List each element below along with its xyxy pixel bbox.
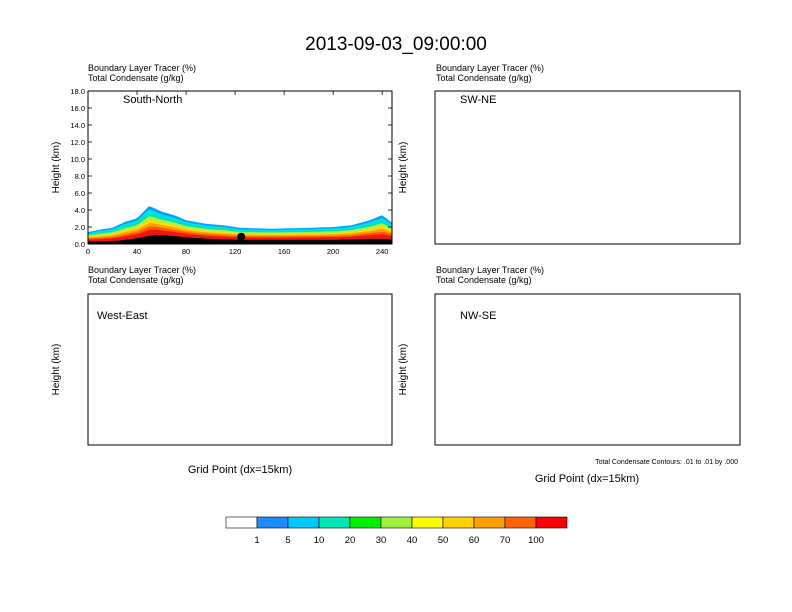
panel-header-line2: Total Condensate (g/kg) <box>436 275 532 285</box>
x-axis-label: Grid Point (dx=15km) <box>188 464 292 476</box>
colorbar-label: 20 <box>345 535 356 546</box>
colorbar-box <box>287 516 320 529</box>
colorbar-label: 40 <box>407 535 418 546</box>
panel-header-line1: Boundary Layer Tracer (%) <box>436 63 544 73</box>
x-tick-label: 80 <box>182 247 190 256</box>
colorbar-box <box>318 516 351 529</box>
plot-frame <box>87 293 393 446</box>
y-tick-label: 6.0 <box>75 189 85 198</box>
colorbar-label: 1 <box>254 535 259 546</box>
colorbar: 1 5 10 20 30 40 50 60 70 100 <box>225 516 568 546</box>
panel-header-line1: Boundary Layer Tracer (%) <box>436 265 544 275</box>
colorbar-box <box>535 516 568 529</box>
plot-frame <box>434 293 741 446</box>
y-axis-label: Height (km) <box>398 142 409 194</box>
colorbar-label: 70 <box>500 535 511 546</box>
tracer-band-7 <box>88 229 392 242</box>
footnote: Total Condensate Contours: .01 to .01 by… <box>595 459 738 466</box>
colorbar-label: 5 <box>285 535 290 546</box>
y-tick-label: 18.0 <box>70 87 85 96</box>
terrain <box>88 234 392 244</box>
y-tick-label: 4.0 <box>75 206 85 215</box>
panel-sw-ne: Boundary Layer Tracer (%) Total Condensa… <box>398 63 741 245</box>
panel-header-line2: Total Condensate (g/kg) <box>88 275 184 285</box>
colorbar-box <box>380 516 413 529</box>
colorbar-label: 10 <box>314 535 325 546</box>
plot-frame <box>87 90 393 245</box>
panel-label: West-East <box>97 310 148 322</box>
x-tick-label: 120 <box>229 247 242 256</box>
colorbar-box <box>473 516 506 529</box>
y-tick-label: 14.0 <box>70 121 85 130</box>
colorbar-boxes <box>225 516 568 529</box>
x-axis-label: Grid Point (dx=15km) <box>535 473 639 485</box>
x-ticks: 0 40 80 120 160 200 240 <box>86 91 389 256</box>
y-axis-label: Height (km) <box>51 142 62 194</box>
y-tick-label: 8.0 <box>75 172 85 181</box>
panel-west-east: Boundary Layer Tracer (%) Total Condensa… <box>51 265 393 476</box>
panel-header-line2: Total Condensate (g/kg) <box>88 73 184 83</box>
y-axis-label: Height (km) <box>398 344 409 396</box>
colorbar-box <box>256 516 289 529</box>
panel-header-line1: Boundary Layer Tracer (%) <box>88 63 196 73</box>
colorbar-label: 100 <box>528 535 544 546</box>
x-tick-label: 160 <box>278 247 291 256</box>
panel-nw-se: Boundary Layer Tracer (%) Total Condensa… <box>398 265 741 485</box>
y-tick-label: 2.0 <box>75 223 85 232</box>
y-axis-label: Height (km) <box>51 344 62 396</box>
colorbar-box <box>442 516 475 529</box>
y-tick-label: 16.0 <box>70 104 85 113</box>
y-tick-label: 12.0 <box>70 138 85 147</box>
x-tick-label: 240 <box>376 247 389 256</box>
panel-south-north: Boundary Layer Tracer (%) Total Condensa… <box>51 63 393 256</box>
reference-point-marker <box>237 232 246 241</box>
y-tick-label: 10.0 <box>70 155 85 164</box>
colorbar-labels: 1 5 10 20 30 40 50 60 70 100 <box>254 535 544 546</box>
y-tick-label: 0.0 <box>75 240 85 249</box>
colorbar-box <box>504 516 537 529</box>
colorbar-box <box>349 516 382 529</box>
x-tick-label: 0 <box>86 247 90 256</box>
colorbar-label: 50 <box>438 535 449 546</box>
x-tick-label: 200 <box>327 247 340 256</box>
panel-label: South-North <box>123 94 182 106</box>
colorbar-label: 30 <box>376 535 387 546</box>
panel-label: NW-SE <box>460 310 496 322</box>
plot-frame <box>434 90 741 245</box>
panel-header-line1: Boundary Layer Tracer (%) <box>88 265 196 275</box>
y-ticks: 0.0 2.0 4.0 6.0 8.0 10.0 12.0 14.0 16.0 18.0 <box>70 87 392 249</box>
colorbar-box <box>411 516 444 529</box>
colorbar-label: 60 <box>469 535 480 546</box>
panel-label: SW-NE <box>460 94 496 106</box>
figure-title: 2013-09-03_09:00:00 <box>305 34 487 55</box>
x-tick-label: 40 <box>133 247 141 256</box>
colorbar-box <box>225 516 258 529</box>
panel-header-line2: Total Condensate (g/kg) <box>436 73 532 83</box>
plot-area <box>88 206 392 244</box>
